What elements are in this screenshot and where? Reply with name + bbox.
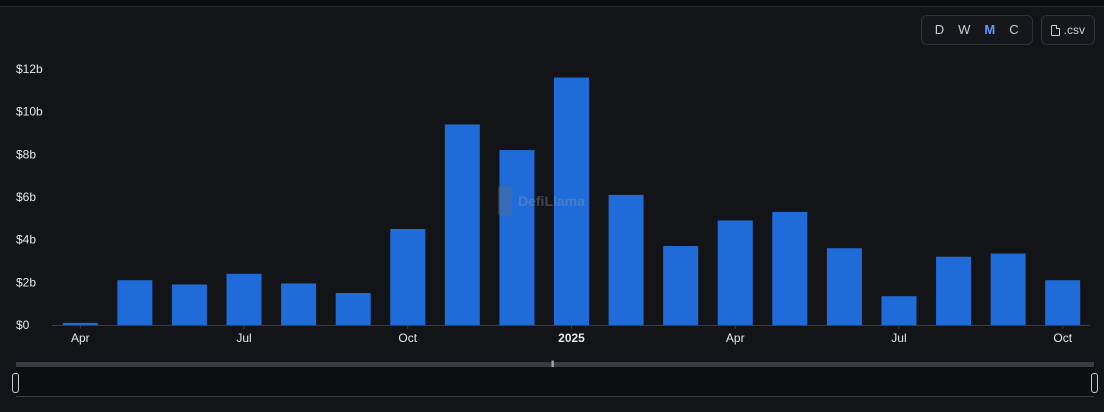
x-tick-label: 2025 <box>558 331 585 345</box>
brush-grip-icon[interactable]: ||| <box>551 361 555 368</box>
y-tick-label: $2b <box>16 275 36 289</box>
y-axis: $0 $2b $4b $6b $8b $10b $12b <box>16 62 43 332</box>
x-tick-label: Oct <box>1053 331 1072 345</box>
brush-right-handle[interactable] <box>1091 373 1098 393</box>
y-tick-label: $10b <box>16 105 43 119</box>
bar[interactable] <box>554 77 589 326</box>
brush-selection[interactable] <box>16 367 1094 397</box>
granularity-weekly-button[interactable]: W <box>958 22 971 37</box>
bar[interactable] <box>936 256 972 325</box>
granularity-daily-button[interactable]: D <box>934 22 945 37</box>
granularity-selector: D W M C <box>920 15 1033 45</box>
y-tick-label: $0 <box>16 318 30 332</box>
x-tick-label: Apr <box>726 331 745 345</box>
bar[interactable] <box>1045 280 1081 325</box>
brush-track[interactable]: ||| <box>16 361 1094 368</box>
bar[interactable] <box>499 150 535 325</box>
x-tick-label: Jul <box>891 331 906 345</box>
bar[interactable] <box>171 284 207 325</box>
bar[interactable] <box>663 246 699 325</box>
watermark: DefiLlama <box>498 186 585 216</box>
bar[interactable] <box>62 322 98 325</box>
llama-logo-icon <box>498 186 512 216</box>
bar[interactable] <box>826 248 862 325</box>
granularity-cumulative-button[interactable]: C <box>1009 22 1019 37</box>
chart-toolbar: D W M C .csv <box>920 15 1095 45</box>
bar[interactable] <box>717 220 753 325</box>
file-icon <box>1050 24 1060 36</box>
bar[interactable] <box>117 280 153 325</box>
bar[interactable] <box>390 229 426 325</box>
x-axis: Apr Jul Oct 2025 Apr Jul Oct <box>71 325 1073 345</box>
bar[interactable] <box>335 293 371 325</box>
y-tick-label: $8b <box>16 147 36 161</box>
range-brush[interactable]: ||| <box>12 361 1098 397</box>
y-tick-label: $6b <box>16 190 36 204</box>
bar[interactable] <box>608 194 644 325</box>
x-tick-label: Jul <box>236 331 251 345</box>
csv-label: .csv <box>1063 23 1085 37</box>
bar[interactable] <box>444 124 480 325</box>
bar[interactable] <box>281 283 317 325</box>
bar[interactable] <box>226 273 262 325</box>
x-tick-label: Apr <box>71 331 90 345</box>
brush-left-handle[interactable] <box>12 373 19 393</box>
x-tick-label: Oct <box>398 331 417 345</box>
download-csv-button[interactable]: .csv <box>1040 15 1095 45</box>
y-tick-label: $12b <box>16 62 43 76</box>
y-tick-label: $4b <box>16 233 36 247</box>
granularity-monthly-button[interactable]: M <box>984 22 996 37</box>
bar[interactable] <box>990 253 1026 325</box>
watermark-text: DefiLlama <box>518 193 585 209</box>
bar[interactable] <box>772 211 808 325</box>
bar[interactable] <box>881 296 917 325</box>
chart-panel <box>0 6 1104 412</box>
bars <box>62 77 1081 326</box>
